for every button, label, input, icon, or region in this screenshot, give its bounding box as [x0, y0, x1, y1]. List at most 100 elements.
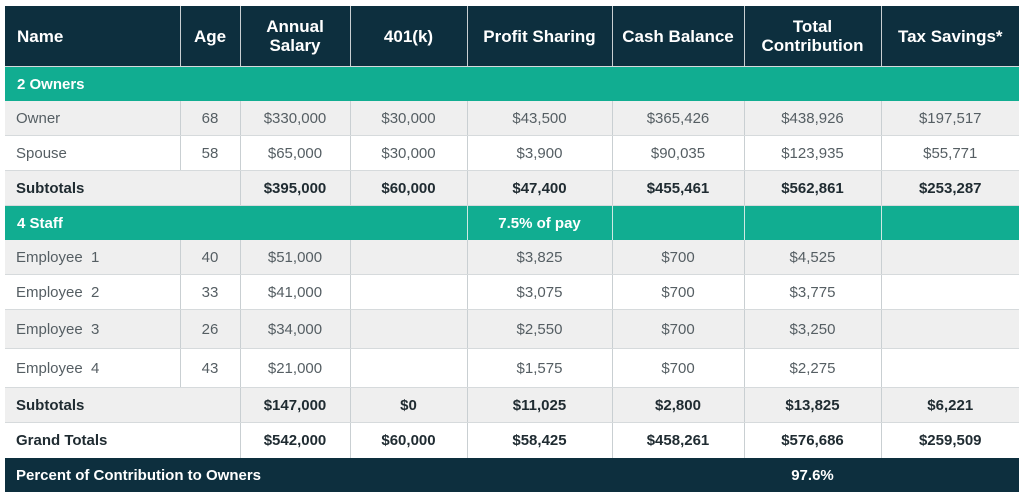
header-age: Age [180, 6, 241, 67]
cell-salary: $21,000 [240, 348, 351, 388]
cell-salary: $330,000 [240, 101, 351, 136]
subtotal-salary: $147,000 [240, 387, 351, 423]
cell-cash-balance: $365,426 [612, 101, 745, 136]
header-profit-sharing: Profit Sharing [467, 6, 613, 67]
cell-salary: $65,000 [240, 135, 351, 171]
cell-age: 40 [180, 240, 241, 275]
staff-subtotal-row: Subtotals $147,000 $0 $11,025 $2,800 $13… [5, 387, 1019, 423]
cell-age: 33 [180, 274, 241, 310]
grand-total-contribution: $576,686 [744, 422, 882, 458]
header-annual-salary: Annual Salary [240, 6, 351, 67]
subtotal-tax-savings: $253,287 [881, 170, 1019, 206]
header-cash-balance: Cash Balance [612, 6, 745, 67]
contribution-table: Name Age Annual Salary 401(k) Profit Sha… [5, 6, 1019, 492]
subtotal-salary: $395,000 [240, 170, 351, 206]
subtotal-label: Subtotals [5, 387, 241, 423]
table-row: Employee 1 40 $51,000 $3,825 $700 $4,525 [5, 240, 1019, 275]
table-row: Owner 68 $330,000 $30,000 $43,500 $365,4… [5, 101, 1019, 136]
cell-401k [350, 348, 468, 388]
cell-name: Spouse [5, 135, 181, 171]
cell-age: 43 [180, 348, 241, 388]
section-blank-cell [881, 205, 1019, 240]
table-row: Employee 4 43 $21,000 $1,575 $700 $2,275 [5, 348, 1019, 388]
table-row: Employee 2 33 $41,000 $3,075 $700 $3,775 [5, 274, 1019, 310]
cell-cash-balance: $700 [612, 240, 745, 275]
cell-cash-balance: $700 [612, 274, 745, 310]
profit-sharing-note: 7.5% of pay [467, 205, 613, 240]
cell-cash-balance: $90,035 [612, 135, 745, 171]
cell-name: Owner [5, 101, 181, 136]
table-row: Employee 3 26 $34,000 $2,550 $700 $3,250 [5, 309, 1019, 349]
cell-total-contribution: $3,250 [744, 309, 882, 349]
grand-401k: $60,000 [350, 422, 468, 458]
cell-profit-sharing: $3,900 [467, 135, 613, 171]
table-row: Spouse 58 $65,000 $30,000 $3,900 $90,035… [5, 135, 1019, 171]
cell-401k [350, 309, 468, 349]
grand-totals-row: Grand Totals $542,000 $60,000 $58,425 $4… [5, 422, 1019, 458]
cell-profit-sharing: $3,075 [467, 274, 613, 310]
cell-tax-savings: $197,517 [881, 101, 1019, 136]
percent-to-owners-label: Percent of Contribution to Owners [5, 458, 744, 492]
header-tax-savings: Tax Savings* [881, 6, 1019, 67]
cell-401k: $30,000 [350, 101, 468, 136]
cell-name: Employee 4 [5, 348, 181, 388]
cell-total-contribution: $2,275 [744, 348, 882, 388]
percent-to-owners-value: 97.6% [744, 458, 881, 492]
subtotal-401k: $0 [350, 387, 468, 423]
cell-name: Employee 2 [5, 274, 181, 310]
grand-profit-sharing: $58,425 [467, 422, 613, 458]
cell-tax-savings [881, 309, 1019, 349]
percent-blank-cell [881, 458, 1019, 492]
header-row: Name Age Annual Salary 401(k) Profit Sha… [5, 6, 1019, 67]
subtotal-tax-savings: $6,221 [881, 387, 1019, 423]
section-blank-cell [612, 205, 745, 240]
owners-section-title: 2 Owners [5, 66, 1019, 101]
cell-salary: $41,000 [240, 274, 351, 310]
subtotal-label: Subtotals [5, 170, 241, 206]
subtotal-cash-balance: $2,800 [612, 387, 745, 423]
cell-salary: $51,000 [240, 240, 351, 275]
cell-profit-sharing: $2,550 [467, 309, 613, 349]
cell-total-contribution: $3,775 [744, 274, 882, 310]
owners-section-row: 2 Owners [5, 66, 1019, 101]
subtotal-401k: $60,000 [350, 170, 468, 206]
cell-salary: $34,000 [240, 309, 351, 349]
cell-cash-balance: $700 [612, 348, 745, 388]
cell-name: Employee 3 [5, 309, 181, 349]
grand-salary: $542,000 [240, 422, 351, 458]
cell-401k [350, 274, 468, 310]
cell-name: Employee 1 [5, 240, 181, 275]
cell-total-contribution: $123,935 [744, 135, 882, 171]
cell-total-contribution: $4,525 [744, 240, 882, 275]
cell-profit-sharing: $43,500 [467, 101, 613, 136]
staff-section-title: 4 Staff [5, 205, 468, 240]
owners-subtotal-row: Subtotals $395,000 $60,000 $47,400 $455,… [5, 170, 1019, 206]
cell-total-contribution: $438,926 [744, 101, 882, 136]
subtotal-cash-balance: $455,461 [612, 170, 745, 206]
percent-to-owners-row: Percent of Contribution to Owners 97.6% [5, 458, 1019, 492]
cell-profit-sharing: $1,575 [467, 348, 613, 388]
subtotal-profit-sharing: $47,400 [467, 170, 613, 206]
header-name: Name [5, 6, 181, 67]
cell-profit-sharing: $3,825 [467, 240, 613, 275]
grand-tax-savings: $259,509 [881, 422, 1019, 458]
cell-tax-savings [881, 274, 1019, 310]
grand-totals-label: Grand Totals [5, 422, 241, 458]
cell-age: 58 [180, 135, 241, 171]
header-total-contribution: Total Contribution [744, 6, 882, 67]
staff-section-row: 4 Staff 7.5% of pay [5, 205, 1019, 240]
cell-age: 26 [180, 309, 241, 349]
cell-tax-savings [881, 348, 1019, 388]
cell-tax-savings: $55,771 [881, 135, 1019, 171]
section-blank-cell [744, 205, 882, 240]
subtotal-profit-sharing: $11,025 [467, 387, 613, 423]
subtotal-total-contribution: $13,825 [744, 387, 882, 423]
cell-age: 68 [180, 101, 241, 136]
subtotal-total-contribution: $562,861 [744, 170, 882, 206]
cell-tax-savings [881, 240, 1019, 275]
cell-cash-balance: $700 [612, 309, 745, 349]
cell-401k [350, 240, 468, 275]
header-401k: 401(k) [350, 6, 468, 67]
grand-cash-balance: $458,261 [612, 422, 745, 458]
cell-401k: $30,000 [350, 135, 468, 171]
